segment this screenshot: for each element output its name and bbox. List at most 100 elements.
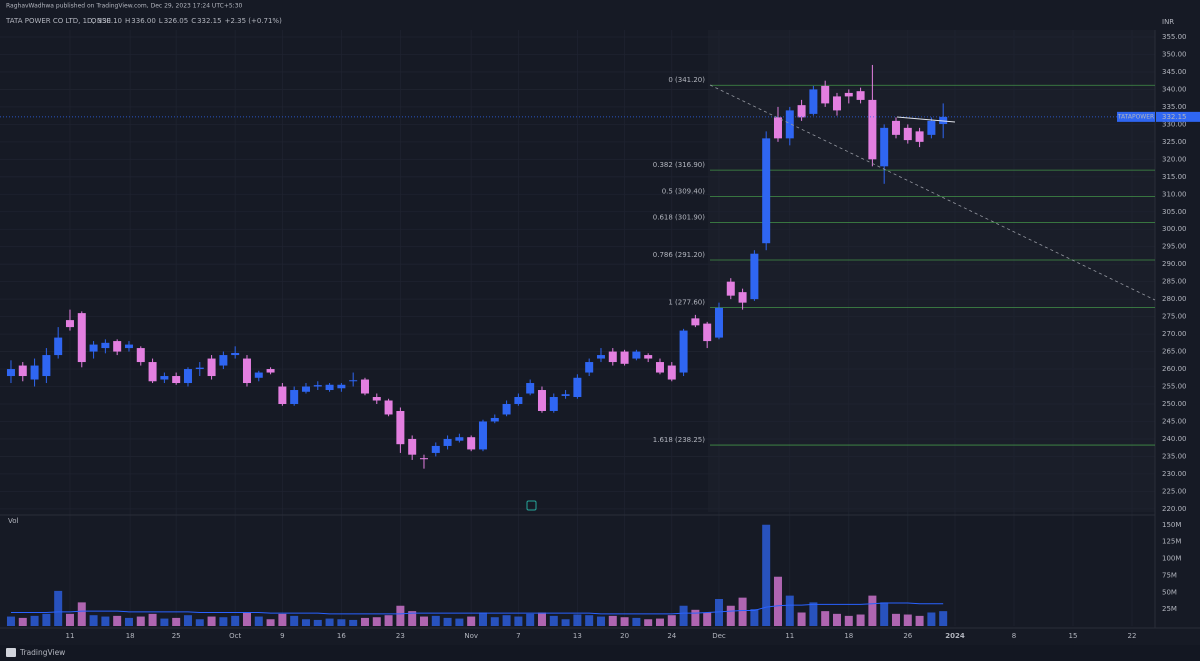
volume-bar [514,616,523,626]
candle-body [360,379,369,394]
candle-body [502,403,511,415]
candle-body [337,384,346,389]
volume-bar [573,614,582,626]
candle-body [526,383,535,394]
y-tick-label: 350.00 [1162,50,1187,58]
candle-body [419,458,428,460]
x-tick-label: 18 [844,632,853,640]
fib-zone [708,30,1155,512]
ohlc-key: C [191,17,196,25]
volume-bar [596,616,605,626]
candle-body [679,330,688,373]
volume-bar [585,615,594,626]
x-tick-label: 2024 [945,632,965,640]
volume-bar [408,611,417,626]
volume-ma [10,602,944,615]
candle-body [762,138,771,244]
y-tick-label: 285.00 [1162,278,1187,286]
candle-body [172,376,181,384]
volume-tick-label: 100M [1162,555,1181,563]
volume-bar [148,613,157,626]
candle-body [254,372,263,378]
volume-bar [880,602,889,626]
x-tick-label: 7 [516,632,520,640]
x-tick-label: 18 [126,632,135,640]
candle-body [868,99,877,160]
ohlc-value: 332.15 [197,17,222,25]
candle-body [278,386,287,404]
x-tick-label: 20 [620,632,629,640]
y-tick-label: 260.00 [1162,365,1187,373]
candle-body [514,397,523,404]
y-tick-label: 320.00 [1162,155,1187,163]
candle-body [821,85,830,104]
y-tick-label: 235.00 [1162,452,1187,460]
candle-body [195,367,204,370]
x-tick-label: 8 [1012,632,1016,640]
volume-bar [396,605,405,626]
x-tick-label: 11 [785,632,794,640]
price-tag: 332.15 [1162,113,1187,121]
ohlc-value: 330.10 [98,17,123,25]
y-tick-label: 295.00 [1162,243,1187,251]
y-tick-label: 220.00 [1162,505,1187,513]
brand: TradingView [19,648,65,657]
volume-bar [797,612,806,626]
candle-body [372,397,381,401]
candle-body [632,351,641,359]
volume-tick-label: 25M [1162,605,1177,613]
volume-bar [785,595,794,626]
volume-bar [632,617,641,626]
candle-body [431,445,440,453]
x-tick-label: 11 [66,632,75,640]
volume-bar [242,612,251,626]
candle-body [6,369,15,377]
candle-body [891,120,900,135]
x-tick-label: Dec [712,632,726,640]
x-tick-label: 26 [903,632,912,640]
candle-body [903,127,912,141]
candle-body [266,369,275,373]
y-tick-label: 355.00 [1162,33,1187,41]
volume-bar [868,595,877,626]
candle-body [113,341,122,352]
y-tick-label: 335.00 [1162,103,1187,111]
ohlc-key: O [91,17,97,25]
y-tick-label: 230.00 [1162,470,1187,478]
volume-bar [467,616,476,626]
y-tick-label: 255.00 [1162,383,1187,391]
volume-bar [891,613,900,626]
candle-body [915,131,924,142]
candle-body [573,377,582,398]
volume-bar [219,617,228,626]
volume-bar [372,617,381,626]
volume-bar [124,617,133,626]
volume-bar [431,615,440,626]
candle-body [691,318,700,326]
x-tick-label: 13 [573,632,582,640]
candle-body [231,352,240,356]
candle-body [313,385,322,387]
price-tag-bg [1156,111,1200,122]
candle-body [160,376,169,380]
volume-bar [832,613,841,626]
volume-bar [526,613,535,626]
candle-body [537,390,546,411]
volume-bar [620,617,629,626]
volume-bar [349,619,358,626]
symbol-tag-bg [1117,111,1155,122]
volume-bar [278,613,287,626]
candle-body [608,351,617,363]
y-tick-label: 290.00 [1162,260,1187,268]
candle-body [89,344,98,352]
volume-bar [490,617,499,626]
volume-bar [113,615,122,626]
candle-body [301,386,310,392]
event-icon[interactable] [526,500,537,511]
candle-body [585,362,594,373]
candle-body [349,380,358,382]
volume-tick-label: 50M [1162,588,1177,596]
candle-body [396,410,405,445]
volume-bar [773,576,782,626]
